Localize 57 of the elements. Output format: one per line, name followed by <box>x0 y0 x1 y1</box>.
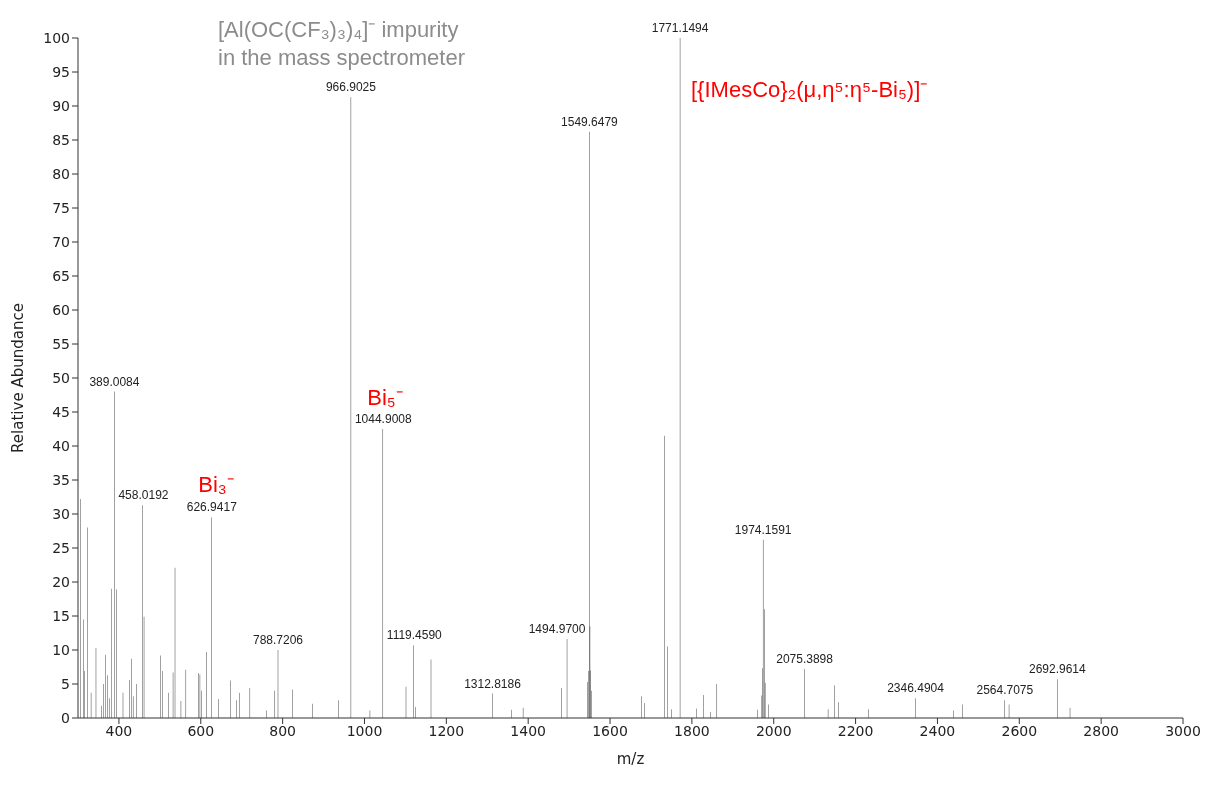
y-tick-label: 15 <box>52 607 70 624</box>
annotation: 2564.7075 <box>976 683 1034 698</box>
annotation: 2692.9614 <box>1028 662 1087 677</box>
y-tick-label: 80 <box>52 165 70 182</box>
x-tick-label: 1800 <box>674 722 710 739</box>
annotation: 1119.4590 <box>386 628 443 643</box>
x-tick-label: 2000 <box>755 722 792 739</box>
y-tick-label: 70 <box>52 233 70 250</box>
y-tick-label: 5 <box>61 675 70 692</box>
annotation: [Al(OC(CF₃)₃)₄]⁻ impurity in the mass spectrometer <box>218 16 465 72</box>
annotation: [{IMesCo}₂(μ,η⁵:η⁵-Bi₅)]⁻ <box>691 76 928 104</box>
y-tick-label: 10 <box>52 641 70 658</box>
y-tick-label: 90 <box>52 97 70 114</box>
annotation: 1549.6479 <box>561 114 619 129</box>
annotation: 2346.4904 <box>887 681 945 696</box>
x-tick-label: 400 <box>105 722 133 739</box>
y-tick-label: 65 <box>52 267 70 284</box>
annotation: 1974.1591 <box>734 522 792 537</box>
y-tick-label: 40 <box>52 437 70 454</box>
annotation: 626.9417 <box>186 500 238 515</box>
annotation: 1771.1494 <box>651 21 709 35</box>
y-tick-label: 85 <box>52 131 70 148</box>
y-tick-label: 45 <box>52 403 70 420</box>
y-tick-label: 30 <box>52 505 70 522</box>
x-tick-label: 2800 <box>1083 722 1119 739</box>
annotation: Bi₅⁻ <box>367 384 403 412</box>
annotation: 788.7206 <box>252 633 304 647</box>
annotation: Bi₃⁻ <box>198 471 234 499</box>
y-tick-label: 0 <box>61 709 70 726</box>
y-tick-label: 50 <box>52 369 70 386</box>
x-tick-label: 800 <box>269 722 296 739</box>
annotation: 966.9025 <box>325 80 377 95</box>
x-tick-label: 2600 <box>1001 722 1038 739</box>
x-axis-title: m/z <box>616 750 645 768</box>
x-tick-label: 3000 <box>1165 722 1201 739</box>
x-tick-label: 1000 <box>346 722 383 739</box>
annotation: 458.0192 <box>118 488 169 503</box>
y-tick-label: 25 <box>52 539 70 556</box>
y-tick-label: 75 <box>52 199 70 216</box>
y-axis-title: Relative Abundance <box>9 303 28 453</box>
annotation: 1494.9700 <box>528 622 586 637</box>
x-tick-label: 1600 <box>592 722 628 739</box>
y-tick-label: 35 <box>52 471 70 488</box>
y-tick-label: 55 <box>52 335 70 352</box>
x-tick-label: 2400 <box>919 722 956 739</box>
annotation: 2075.3898 <box>776 652 834 667</box>
y-tick-label: 100 <box>43 29 70 46</box>
x-tick-label: 1400 <box>510 722 547 739</box>
annotation: 389.0084 <box>89 374 140 389</box>
x-tick-label: 1200 <box>428 722 465 739</box>
annotation: 1312.8186 <box>464 676 522 691</box>
x-tick-label: 2200 <box>837 722 874 739</box>
y-tick-label: 60 <box>52 301 70 318</box>
y-tick-label: 95 <box>52 63 70 80</box>
x-tick-label: 600 <box>187 722 215 739</box>
annotation: 1044.9008 <box>354 412 412 426</box>
y-tick-label: 20 <box>52 573 70 590</box>
